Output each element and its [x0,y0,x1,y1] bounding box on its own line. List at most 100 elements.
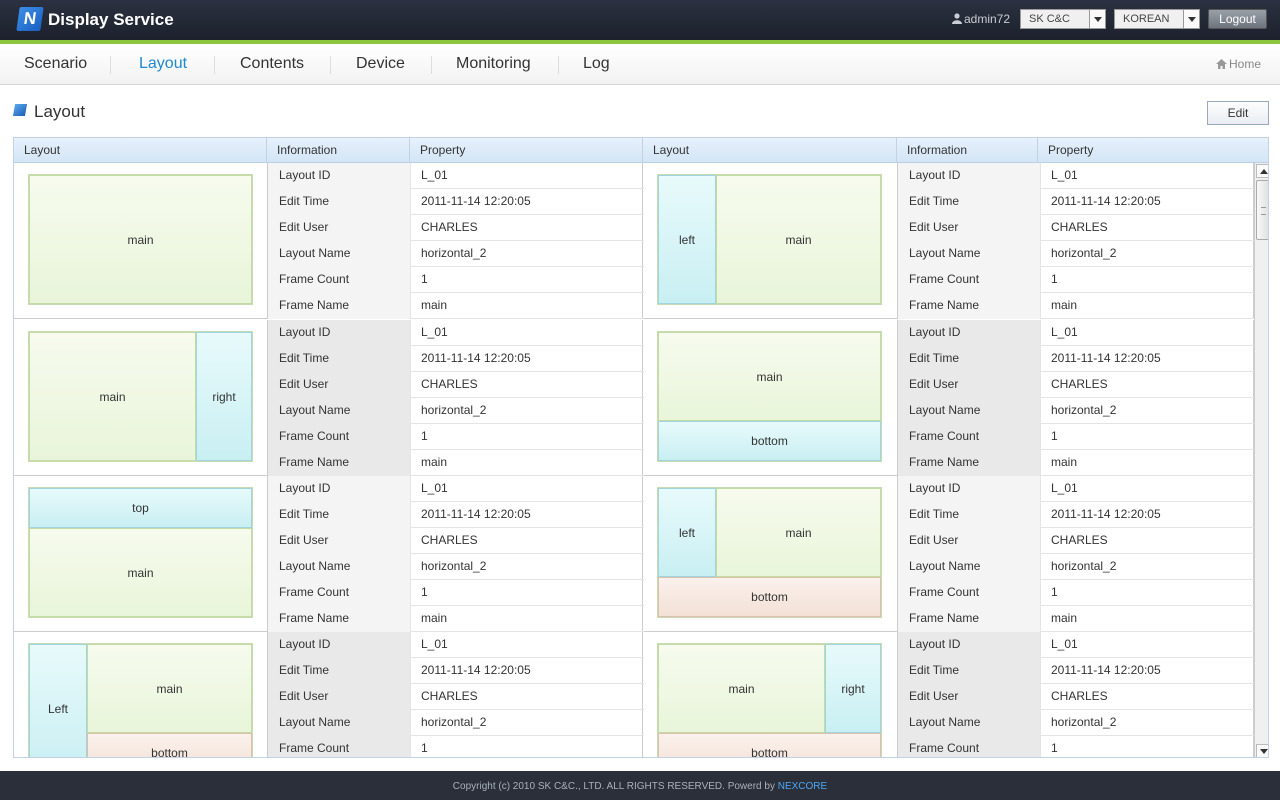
info-line: Layout ID L_01 [898,632,1254,658]
frame-main: main [29,175,252,304]
info-line: Layout Name horizontal_2 [898,398,1254,424]
frame-left: Left [29,644,87,757]
nav-item-log[interactable]: Log [583,55,610,72]
frame-main: main [87,644,252,733]
layout-thumbnail[interactable]: Left main bottom [28,643,253,757]
layout-preview-cell[interactable]: left main bottom [643,476,897,632]
info-line: Frame Count 1 [268,580,644,606]
home-link[interactable]: Home [1216,57,1261,71]
info-key: Layout ID [268,163,411,189]
vertical-scrollbar[interactable] [1254,163,1268,757]
property-value: L_01 [421,168,448,182]
logout-button[interactable]: Logout [1208,9,1267,29]
property-value: 1 [421,585,428,599]
property-value: horizontal_2 [421,246,487,260]
info-key: Edit User [268,684,411,710]
column-header-layout[interactable]: Layout [14,138,267,163]
layout-preview-cell[interactable]: top main [14,476,267,632]
company-select[interactable]: SK C&C [1020,9,1106,29]
language-select[interactable]: KOREAN [1114,9,1200,29]
table-row[interactable]: top main Layout ID L_01 Edit Time 2011-11-1… [14,476,1254,632]
info-line: Frame Count 1 [268,424,644,450]
property-value: 2011-11-14 12:20:05 [1051,351,1161,365]
chevron-down-icon[interactable] [1089,10,1105,28]
frame-bottom: bottom [658,577,881,617]
layout-info: Layout ID L_01 Edit Time 2011-11-14 12:20:0… [267,632,644,757]
chevron-down-icon[interactable] [1183,10,1199,28]
info-line: Layout ID L_01 [268,476,644,502]
info-line: Frame Name main [268,293,644,319]
layout-preview-cell[interactable]: Left main bottom [14,632,267,757]
frame-right: right [196,332,252,461]
info-line: Frame Count 1 [268,736,644,757]
frame-left: left [658,175,716,304]
info-key: Frame Count [268,267,411,293]
frame-bottom: bottom [658,733,881,757]
info-line: Layout ID L_01 [268,320,644,346]
table-row[interactable]: main right Layout ID L_01 Edit Time 2011-11… [14,320,1254,476]
column-header-property[interactable]: Property [1048,143,1094,157]
nav-item-monitoring[interactable]: Monitoring [456,55,531,72]
nav-item-scenario[interactable]: Scenario [24,55,88,72]
property-value: CHARLES [421,689,478,703]
layout-thumbnail[interactable]: main right [28,331,253,462]
info-line: Layout ID L_01 [268,632,644,658]
layout-thumbnail[interactable]: top main [28,487,253,618]
top-bar: N Display Service admin72 SK C&C KOREAN … [0,0,1280,44]
edit-button[interactable]: Edit [1207,101,1269,125]
layout-thumbnail[interactable]: left main bottom [657,487,882,618]
layout-thumbnail[interactable]: main bottom [657,331,882,462]
property-value: CHARLES [421,533,478,547]
column-header-information[interactable]: Information [897,138,1038,163]
property-value: horizontal_2 [1051,403,1117,417]
info-key: Frame Name [898,293,1041,319]
column-header-property[interactable]: Property [410,138,643,163]
table-row[interactable]: Left main bottom Layout ID L_01 Edit Time 2… [14,632,1254,757]
scroll-up-icon[interactable] [1256,164,1268,178]
table-row[interactable]: main Layout ID L_01 Edit Time 2011-11-14 12… [14,163,1254,319]
info-line: Edit User CHARLES [898,215,1254,241]
property-value: L_01 [1051,637,1078,651]
info-line: Edit User CHARLES [898,528,1254,554]
info-key: Layout Name [898,554,1041,580]
info-key: Edit User [898,215,1041,241]
info-line: Frame Count 1 [898,736,1254,757]
info-line: Edit Time 2011-11-14 12:20:05 [268,502,644,528]
layout-preview-cell[interactable]: main right [14,320,267,476]
property-value: L_01 [1051,481,1078,495]
info-key: Edit User [898,684,1041,710]
frame-right: right [825,644,881,733]
frame-left: left [658,488,716,577]
info-key: Layout ID [898,632,1041,658]
column-header-layout[interactable]: Layout [643,138,897,163]
info-line: Frame Name main [898,293,1254,319]
info-line: Layout Name horizontal_2 [268,554,644,580]
property-value: 2011-11-14 12:20:05 [421,663,531,677]
layout-thumbnail[interactable]: main right bottom [657,643,882,757]
property-value: 1 [421,272,428,286]
layout-info: Layout ID L_01 Edit Time 2011-11-14 12:20:0… [897,163,1254,319]
property-value: main [1051,611,1078,625]
info-key: Frame Count [268,580,411,606]
scroll-thumb[interactable] [1256,180,1268,240]
layout-info: Layout ID L_01 Edit Time 2011-11-14 12:20:0… [897,632,1254,757]
info-line: Layout Name horizontal_2 [268,398,644,424]
info-key: Frame Count [268,424,411,450]
property-value: horizontal_2 [421,403,487,417]
nav-item-device[interactable]: Device [356,55,405,72]
nav-item-layout[interactable]: Layout [139,55,188,72]
brand-link[interactable]: NEXCORE [777,781,828,792]
layout-preview-cell[interactable]: main bottom [643,320,897,476]
column-header-information[interactable]: Information [267,138,410,163]
layout-info: Layout ID L_01 Edit Time 2011-11-14 12:20:0… [267,320,644,476]
info-key: Layout ID [268,476,411,502]
layout-thumbnail[interactable]: left main [657,174,882,305]
layout-preview-cell[interactable]: main [14,163,267,319]
layout-preview-cell[interactable]: left main [643,163,897,319]
layout-preview-cell[interactable]: main right bottom [643,632,897,757]
layout-thumbnail[interactable]: main [28,174,253,305]
scroll-down-icon[interactable] [1256,744,1268,757]
nav-item-contents[interactable]: Contents [240,55,305,72]
info-line: Edit User CHARLES [898,372,1254,398]
grid-header: Layout Information Property Layout Infor… [14,138,1268,163]
